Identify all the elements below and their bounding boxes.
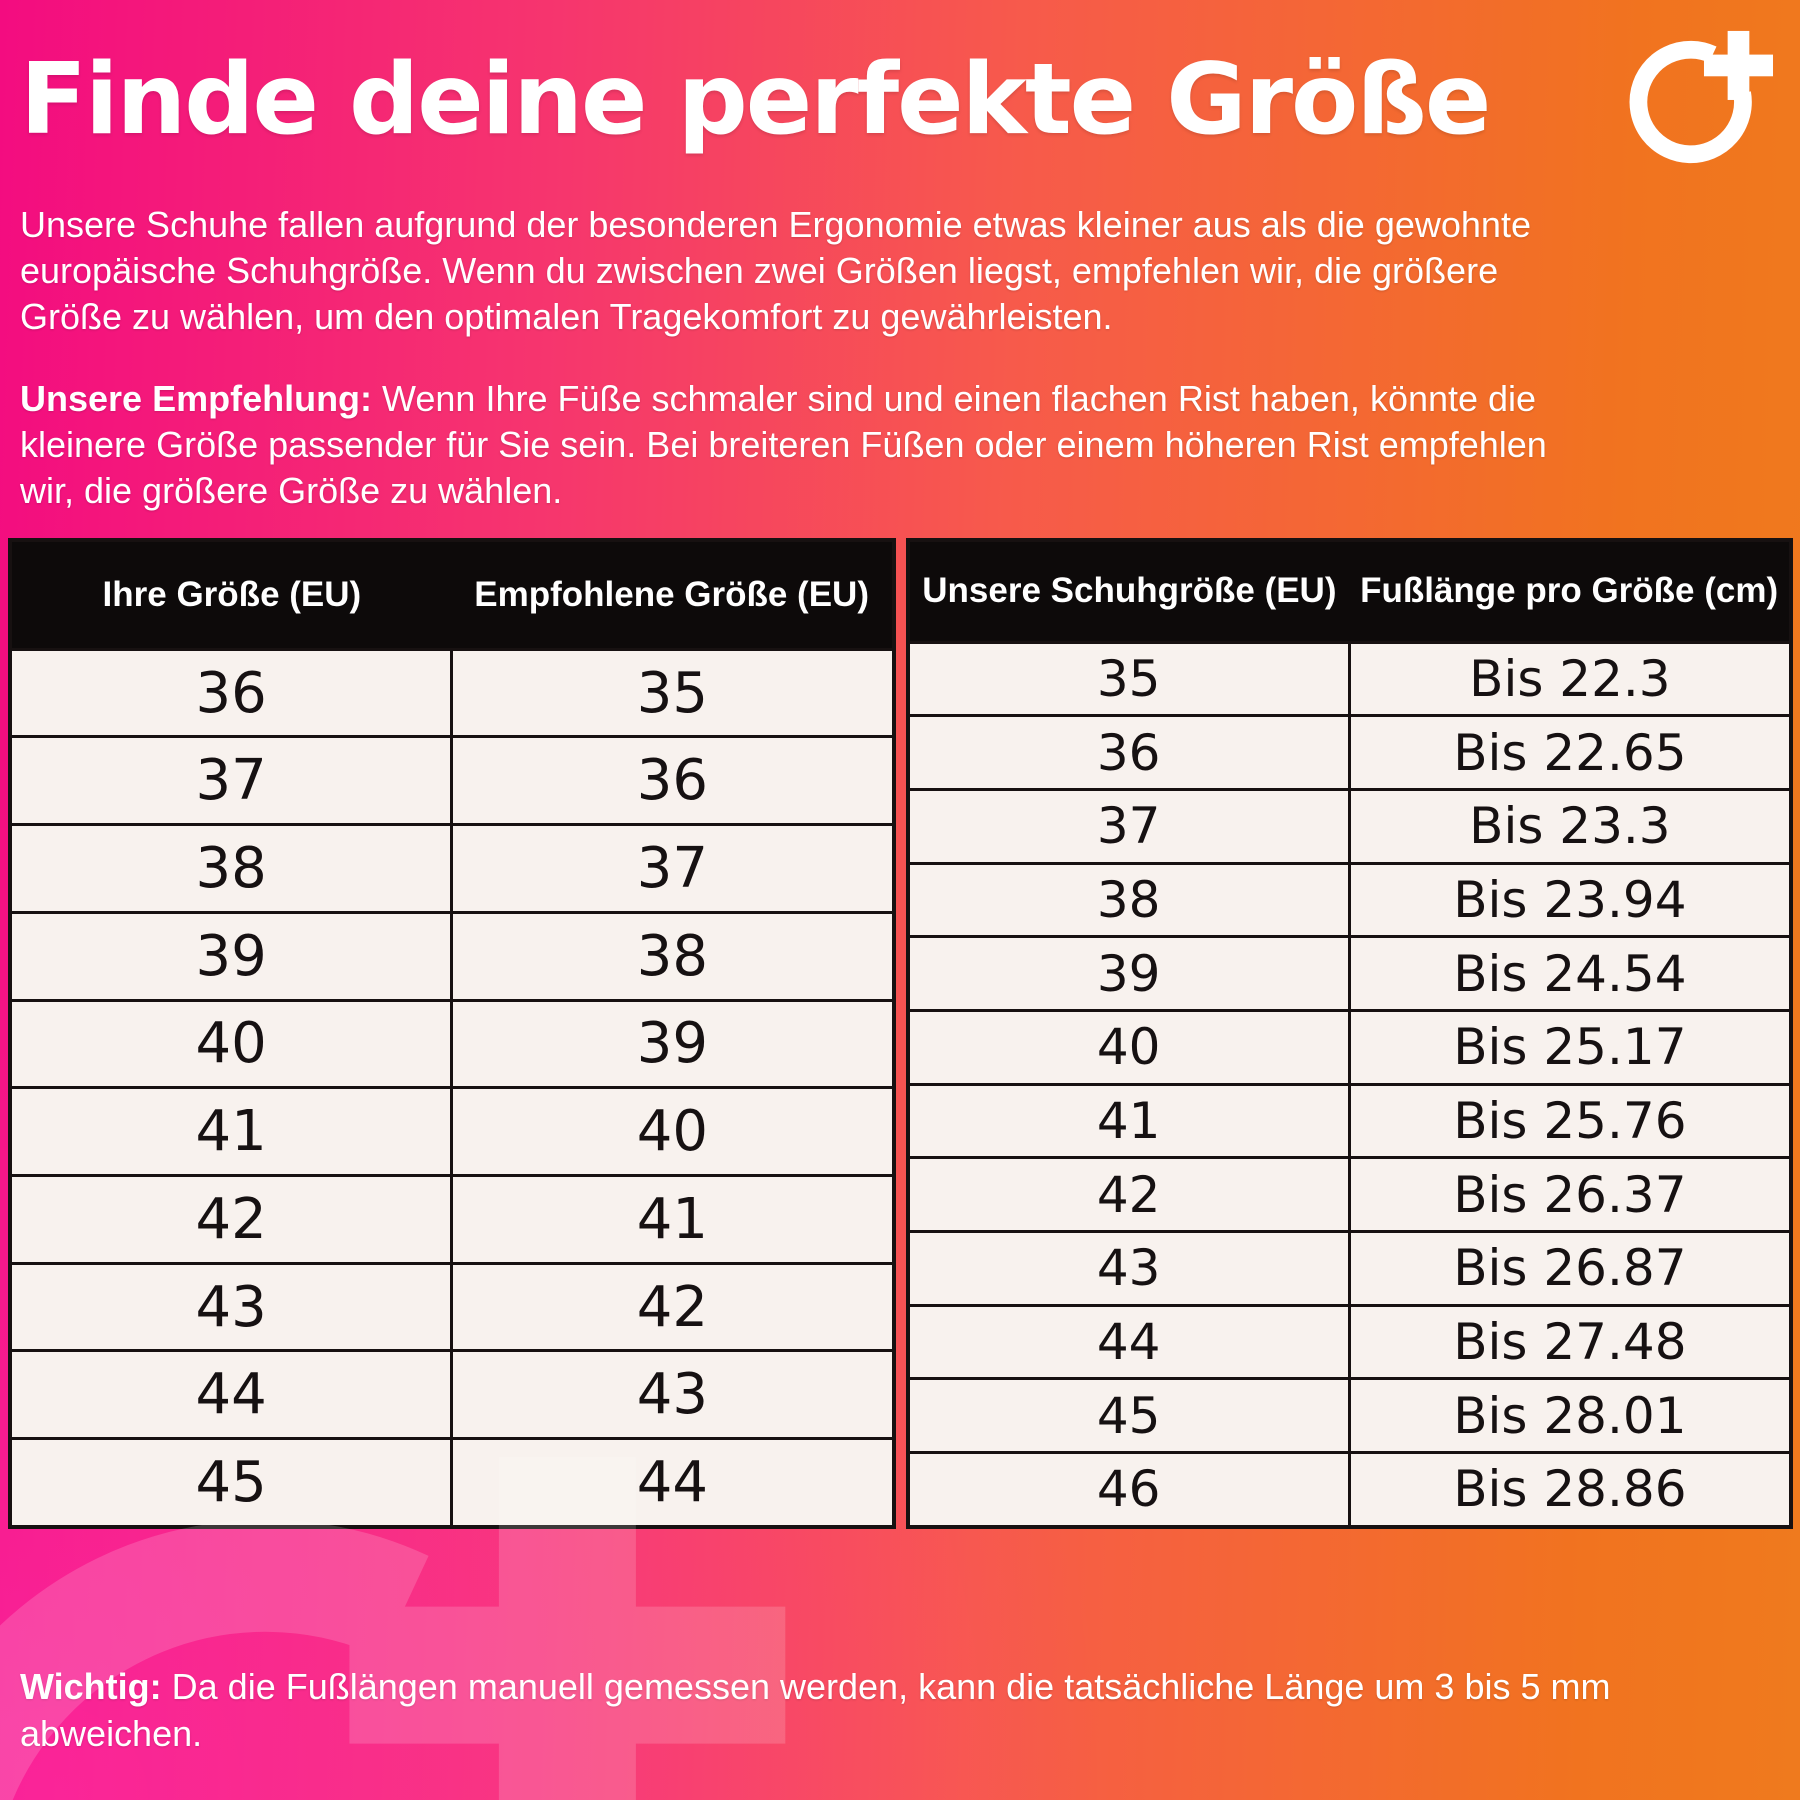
table-cell: Bis 27.48	[1347, 1306, 1789, 1378]
recommendation-label: Unsere Empfehlung:	[20, 377, 373, 419]
table-row: 38 Bis 23.94	[909, 861, 1789, 936]
intro-paragraph: Unsere Schuhe fallen aufgrund der besond…	[20, 203, 1531, 337]
table-cell: 38	[1096, 871, 1161, 930]
size-conversion-table-body: 36 35 37 36 38 37 39 38 40 39 41 40 42 41 43 42 44 43 45 44	[12, 647, 892, 1525]
table-cell: 40	[450, 1089, 891, 1174]
table-row: 37 36	[12, 735, 892, 824]
column-header-your-size: Ihre Größe (EU)	[102, 574, 362, 614]
table-cell: Bis 28.86	[1347, 1454, 1789, 1525]
table-cell: 39	[1096, 944, 1161, 1003]
table-row: 36 Bis 22.65	[909, 714, 1789, 789]
table-cell: Bis 23.94	[1347, 864, 1789, 936]
table-cell: 44	[1096, 1313, 1161, 1372]
table-row: 43 Bis 26.87	[909, 1230, 1789, 1304]
footer-note: Wichtig: Da die Fußlängen manuell gemess…	[20, 1663, 1780, 1757]
table-cell: Bis 23.3	[1347, 791, 1789, 862]
table-row: 44 Bis 27.48	[909, 1303, 1789, 1378]
table-cell: 41	[450, 1176, 891, 1262]
table-cell: Bis 25.17	[1347, 1012, 1789, 1083]
table-cell: 38	[450, 913, 891, 999]
table-cell: 45	[195, 1449, 267, 1515]
table-cell: 44	[450, 1440, 891, 1525]
table-cell: Bis 26.37	[1347, 1159, 1789, 1231]
foot-length-table: Unsere Schuhgröße (EU) Fußlänge pro Größ…	[905, 537, 1793, 1529]
table-cell: 40	[1096, 1018, 1161, 1077]
table-row: 41 40	[12, 1086, 892, 1174]
table-row: 46 Bis 28.86	[909, 1451, 1789, 1525]
table-cell: 42	[450, 1264, 891, 1350]
table-cell: 42	[195, 1186, 267, 1252]
table-row: 36 35	[12, 647, 892, 736]
table-cell: 43	[195, 1274, 267, 1340]
column-header-foot-length: Fußlänge pro Größe (cm)	[1360, 571, 1779, 611]
table-cell: 45	[1096, 1386, 1161, 1445]
table-cell: 35	[450, 650, 891, 736]
table-cell: 41	[195, 1099, 267, 1165]
table-row: 40 39	[12, 998, 892, 1087]
recommendation-paragraph: Unsere Empfehlung: Wenn Ihre Füße schmal…	[20, 376, 1780, 514]
recommendation-text: Wenn Ihre Füße schmaler sind und einen f…	[20, 377, 1547, 511]
table-cell: 35	[1096, 650, 1161, 709]
table-row: 44 43	[12, 1349, 892, 1438]
size-conversion-table: Ihre Größe (EU) Empfohlene Größe (EU) 36…	[8, 537, 896, 1529]
size-conversion-table-header: Ihre Größe (EU) Empfohlene Größe (EU)	[12, 541, 892, 648]
table-row: 37 Bis 23.3	[909, 788, 1789, 862]
table-cell: 37	[450, 826, 891, 911]
table-cell: 38	[195, 836, 267, 901]
table-cell: 43	[1096, 1239, 1161, 1298]
table-row: 41 Bis 25.76	[909, 1082, 1789, 1157]
table-row: 39 38	[12, 910, 892, 999]
table-row: 35 Bis 22.3	[909, 640, 1789, 715]
table-row: 42 41	[12, 1173, 892, 1262]
circle-plus-logo-icon	[1629, 30, 1774, 164]
table-row: 39 Bis 24.54	[909, 935, 1789, 1010]
table-row: 45 44	[12, 1437, 892, 1525]
table-cell: 43	[450, 1352, 891, 1438]
table-row: 38 37	[12, 823, 892, 911]
table-cell: 39	[195, 923, 267, 989]
table-cell: 39	[450, 1001, 891, 1087]
table-cell: 36	[1096, 723, 1161, 782]
table-cell: Bis 22.3	[1347, 643, 1789, 715]
table-cell: 37	[1096, 797, 1161, 856]
foot-length-table-body: 35 Bis 22.3 36 Bis 22.65 37 Bis 23.3 38 Bis 23.…	[909, 640, 1789, 1525]
table-cell: 40	[195, 1011, 267, 1077]
table-cell: 46	[1096, 1460, 1161, 1519]
size-tables-section: Ihre Größe (EU) Empfohlene Größe (EU) 36…	[8, 537, 1793, 1529]
table-cell: 44	[195, 1362, 267, 1428]
footer-note-text: Da die Fußlängen manuell gemessen werden…	[20, 1665, 1611, 1754]
table-cell: Bis 24.54	[1347, 938, 1789, 1010]
table-cell: 37	[195, 748, 267, 814]
column-header-our-shoe-size: Unsere Schuhgröße (EU)	[922, 571, 1337, 611]
footer-note-label: Wichtig:	[20, 1665, 162, 1707]
table-cell: Bis 28.01	[1347, 1380, 1789, 1452]
page-title: Finde deine perfekte Größe	[20, 43, 1491, 157]
table-cell: 36	[195, 660, 267, 726]
column-header-recommended-size: Empfohlene Größe (EU)	[474, 574, 869, 614]
table-cell: Bis 26.87	[1347, 1233, 1789, 1304]
table-row: 43 42	[12, 1261, 892, 1350]
table-row: 40 Bis 25.17	[909, 1009, 1789, 1083]
table-cell: 41	[1096, 1092, 1161, 1151]
table-cell: Bis 25.76	[1347, 1085, 1789, 1157]
table-cell: Bis 22.65	[1347, 717, 1789, 789]
table-row: 45 Bis 28.01	[909, 1377, 1789, 1452]
table-cell: 36	[450, 738, 891, 824]
table-cell: 42	[1096, 1165, 1161, 1224]
foot-length-table-header: Unsere Schuhgröße (EU) Fußlänge pro Größ…	[909, 541, 1789, 641]
table-row: 42 Bis 26.37	[909, 1156, 1789, 1231]
